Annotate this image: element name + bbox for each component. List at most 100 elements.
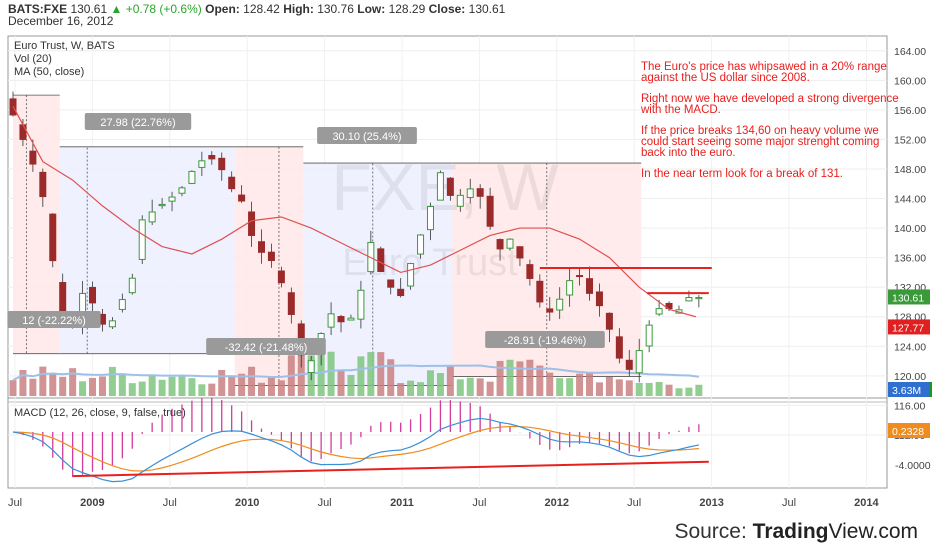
candle-body xyxy=(456,194,464,207)
annotation-line-1: The Euro's price has whipsawed in a 20% … xyxy=(641,61,887,84)
volume-bar xyxy=(208,383,216,396)
volume-bar xyxy=(586,373,594,396)
candle-body xyxy=(108,320,116,328)
candle-body xyxy=(655,308,663,315)
last-price-badge: 130.61 xyxy=(892,292,924,304)
candle-body xyxy=(466,188,474,198)
range-label-bg xyxy=(84,113,192,130)
volume-bar xyxy=(665,384,673,396)
candle-body xyxy=(625,359,633,370)
volume-bar xyxy=(49,372,57,396)
y-tick-label: 164.00 xyxy=(894,46,926,58)
candle-body xyxy=(417,234,425,255)
range-label-bg xyxy=(7,311,101,328)
candle-body xyxy=(576,275,584,278)
candle-body xyxy=(208,155,216,160)
volume-bar xyxy=(426,370,434,396)
range-label: 30.10 (25.4%) xyxy=(332,131,401,143)
x-tick-label: Jul xyxy=(8,497,22,509)
candle-body xyxy=(526,264,534,279)
candle-body xyxy=(407,263,415,287)
candle-body xyxy=(486,195,494,227)
volume-badge-tail xyxy=(929,382,932,397)
volume-bar xyxy=(277,380,285,396)
candle-body xyxy=(337,316,345,323)
candle-body xyxy=(178,187,186,194)
volume-bar xyxy=(367,352,375,396)
close-label: Close: xyxy=(428,2,466,16)
candle-body xyxy=(267,251,275,262)
volume-bar xyxy=(98,376,106,396)
volume-bar xyxy=(675,388,683,396)
volume-bar xyxy=(79,381,87,396)
candle-body xyxy=(228,176,236,190)
volume-bar xyxy=(536,365,544,396)
volume-bar xyxy=(347,374,355,396)
volume-bar xyxy=(148,375,156,396)
candle-body xyxy=(19,124,27,140)
x-tick-label: Jul xyxy=(318,497,332,509)
volume-bar xyxy=(446,365,454,396)
volume-bar xyxy=(39,366,47,396)
volume-bar xyxy=(168,376,176,396)
y-tick-label: 160.00 xyxy=(894,75,926,87)
range-label-bg xyxy=(317,127,417,144)
y-tick-label: 120.00 xyxy=(894,371,926,383)
y-tick-label: 140.00 xyxy=(894,223,926,235)
candle-body xyxy=(158,203,166,207)
candle-body xyxy=(556,298,564,311)
volume-bar xyxy=(576,373,584,396)
watermark: FXE, W xyxy=(331,150,559,224)
volume-bar xyxy=(466,377,474,396)
open-value: 128.42 xyxy=(243,2,280,16)
candle-body xyxy=(59,282,67,313)
volume-bar xyxy=(9,380,17,396)
volume-bar xyxy=(19,369,27,396)
range-label: -28.91 (-19.46%) xyxy=(504,335,587,347)
macd-badge-bg xyxy=(888,423,930,438)
volume-bar xyxy=(625,380,633,396)
volume-bar xyxy=(476,378,484,396)
volume-bar xyxy=(526,359,534,396)
volume-bar xyxy=(108,366,116,396)
candle-body xyxy=(645,324,653,347)
volume-badge-bg xyxy=(888,382,930,397)
volume-bar xyxy=(436,373,444,396)
close-value: 130.61 xyxy=(468,2,506,16)
x-tick-label: 2011 xyxy=(390,497,414,509)
volume-bar xyxy=(556,378,564,396)
bar-date: December 16, 2012 xyxy=(8,14,114,28)
volume-bar xyxy=(178,374,186,396)
volume-bar xyxy=(695,384,703,396)
candle-body xyxy=(586,278,594,294)
candle-body xyxy=(476,188,484,197)
volume-bar xyxy=(407,380,415,396)
volume-ma-line xyxy=(12,364,699,382)
last-price: 130.61 xyxy=(70,2,108,16)
x-tick-label: Jul xyxy=(472,497,486,509)
ma-price-badge-bg xyxy=(888,319,930,335)
range-label: 27.98 (22.76%) xyxy=(100,117,175,129)
x-tick-label: 2010 xyxy=(235,497,259,509)
macd-y-tick: -4.0000 xyxy=(895,460,931,472)
annotation-line-3: If the price breaks 134,60 on heavy volu… xyxy=(641,125,880,159)
volume-bar xyxy=(506,359,514,396)
volume-bar xyxy=(496,360,504,396)
volume-bar xyxy=(138,381,146,396)
x-tick-label: Jul xyxy=(782,497,796,509)
legend-macd: MACD (12, 26, close, 9, false, true) xyxy=(14,407,186,419)
symbol: BATS:FXE xyxy=(8,2,68,16)
volume-bar xyxy=(655,381,663,396)
x-tick-label: Jul xyxy=(627,497,641,509)
candle-body xyxy=(49,213,57,262)
candle-body xyxy=(436,172,444,201)
volume-bar xyxy=(357,356,365,396)
candle-body xyxy=(39,171,47,198)
volume-bar xyxy=(337,370,345,396)
volume-bar xyxy=(59,376,67,396)
volume-bar xyxy=(327,351,335,396)
candle-body xyxy=(615,336,623,359)
volume-bar xyxy=(605,377,613,396)
candle-body xyxy=(635,350,643,374)
